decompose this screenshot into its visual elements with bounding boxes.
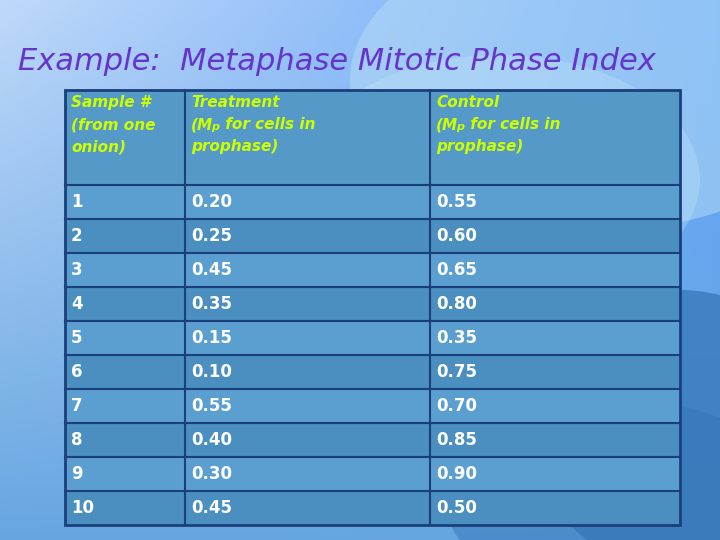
Bar — [65, 253, 680, 287]
Bar — [65, 185, 680, 219]
Text: 0.45: 0.45 — [191, 499, 232, 517]
Bar — [65, 491, 680, 525]
Text: p: p — [211, 122, 219, 132]
Text: p: p — [456, 122, 464, 132]
Text: 8: 8 — [71, 431, 83, 449]
Text: 9: 9 — [71, 465, 83, 483]
Text: (from one: (from one — [71, 117, 156, 132]
Text: 0.55: 0.55 — [191, 397, 232, 415]
Text: 0.85: 0.85 — [436, 431, 477, 449]
Text: 7: 7 — [71, 397, 83, 415]
Text: 0.20: 0.20 — [191, 193, 232, 211]
Ellipse shape — [445, 400, 720, 540]
Text: (M: (M — [436, 117, 458, 132]
Text: 0.90: 0.90 — [436, 465, 477, 483]
Text: for cells in: for cells in — [220, 117, 315, 132]
Text: 4: 4 — [71, 295, 83, 313]
Text: 0.30: 0.30 — [191, 465, 232, 483]
Text: Example:  Metaphase Mitotic Phase Index: Example: Metaphase Mitotic Phase Index — [18, 48, 656, 77]
Text: (M: (M — [191, 117, 213, 132]
Text: 0.75: 0.75 — [436, 363, 477, 381]
Ellipse shape — [350, 0, 720, 230]
Text: 0.60: 0.60 — [436, 227, 477, 245]
Text: 0.45: 0.45 — [191, 261, 232, 279]
Text: 3: 3 — [71, 261, 83, 279]
Bar — [65, 423, 680, 457]
Text: 0.15: 0.15 — [191, 329, 232, 347]
Text: onion): onion) — [71, 139, 126, 154]
Text: 2: 2 — [71, 227, 83, 245]
Bar — [65, 90, 680, 525]
Text: prophase): prophase) — [191, 139, 279, 154]
Text: 0.70: 0.70 — [436, 397, 477, 415]
Bar — [65, 321, 680, 355]
Text: for cells in: for cells in — [465, 117, 560, 132]
Text: 0.80: 0.80 — [436, 295, 477, 313]
Text: 0.50: 0.50 — [436, 499, 477, 517]
Bar — [65, 219, 680, 253]
Text: 0.35: 0.35 — [191, 295, 232, 313]
Ellipse shape — [300, 55, 700, 305]
Text: Treatment: Treatment — [191, 95, 279, 110]
Text: 6: 6 — [71, 363, 83, 381]
Bar — [65, 389, 680, 423]
Text: 10: 10 — [71, 499, 94, 517]
Text: 0.40: 0.40 — [191, 431, 232, 449]
Text: 0.55: 0.55 — [436, 193, 477, 211]
Ellipse shape — [530, 290, 720, 540]
Text: 0.10: 0.10 — [191, 363, 232, 381]
Bar — [65, 457, 680, 491]
Text: Control: Control — [436, 95, 499, 110]
Text: Sample #: Sample # — [71, 95, 150, 110]
Text: 0.25: 0.25 — [191, 227, 232, 245]
Text: 5: 5 — [71, 329, 83, 347]
Bar — [65, 90, 680, 185]
Text: 1: 1 — [71, 193, 83, 211]
Bar — [65, 355, 680, 389]
Text: 0.65: 0.65 — [436, 261, 477, 279]
Text: 0.35: 0.35 — [436, 329, 477, 347]
Bar — [65, 287, 680, 321]
Text: prophase): prophase) — [436, 139, 523, 154]
